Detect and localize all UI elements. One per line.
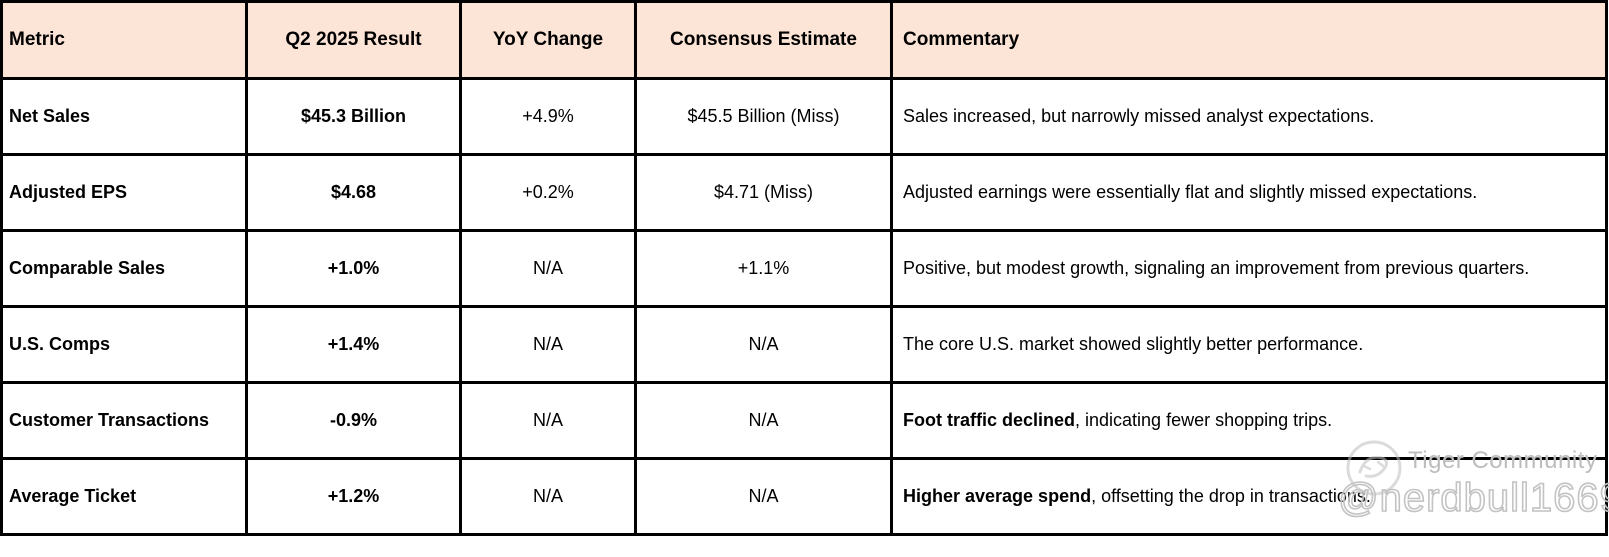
result-cell: $45.3 Billion	[245, 77, 462, 156]
commentary-bold-text: Higher average spend	[903, 486, 1092, 507]
consensus-cell: N/A	[634, 457, 893, 536]
metric-cell: Adjusted EPS	[0, 153, 248, 232]
header-yoy-change: YoY Change	[459, 0, 637, 80]
yoy-cell: N/A	[459, 305, 637, 384]
consensus-cell: N/A	[634, 305, 893, 384]
yoy-cell: +0.2%	[459, 153, 637, 232]
table-row-us-comps: U.S. Comps +1.4% N/A N/A The core U.S. m…	[0, 305, 1608, 384]
commentary-cell: Positive, but modest growth, signaling a…	[890, 229, 1608, 308]
commentary-text: Adjusted earnings were essentially flat …	[903, 182, 1478, 203]
result-cell: +1.0%	[245, 229, 462, 308]
header-commentary: Commentary	[890, 0, 1608, 80]
commentary-text: Sales increased, but narrowly missed ana…	[903, 106, 1375, 127]
commentary-cell: Higher average spend, offsetting the dro…	[890, 457, 1608, 536]
metric-cell: Average Ticket	[0, 457, 248, 536]
consensus-cell: N/A	[634, 381, 893, 460]
commentary-cell: Foot traffic declined, indicating fewer …	[890, 381, 1608, 460]
commentary-cell: Sales increased, but narrowly missed ana…	[890, 77, 1608, 156]
result-cell: $4.68	[245, 153, 462, 232]
metric-cell: U.S. Comps	[0, 305, 248, 384]
table-row-net-sales: Net Sales $45.3 Billion +4.9% $45.5 Bill…	[0, 77, 1608, 156]
header-consensus-estimate: Consensus Estimate	[634, 0, 893, 80]
commentary-cell: The core U.S. market showed slightly bet…	[890, 305, 1608, 384]
table-row-adjusted-eps: Adjusted EPS $4.68 +0.2% $4.71 (Miss) Ad…	[0, 153, 1608, 232]
table-row-average-ticket: Average Ticket +1.2% N/A N/A Higher aver…	[0, 457, 1608, 536]
yoy-cell: N/A	[459, 457, 637, 536]
consensus-cell: +1.1%	[634, 229, 893, 308]
yoy-cell: N/A	[459, 381, 637, 460]
result-cell: +1.2%	[245, 457, 462, 536]
commentary-text: , indicating fewer shopping trips.	[1075, 410, 1333, 431]
result-cell: +1.4%	[245, 305, 462, 384]
earnings-metrics-table: Metric Q2 2025 Result YoY Change Consens…	[0, 0, 1608, 536]
yoy-cell: +4.9%	[459, 77, 637, 156]
metric-cell: Customer Transactions	[0, 381, 248, 460]
table-row-customer-transactions: Customer Transactions -0.9% N/A N/A Foot…	[0, 381, 1608, 460]
commentary-cell: Adjusted earnings were essentially flat …	[890, 153, 1608, 232]
header-metric: Metric	[0, 0, 248, 80]
commentary-text: , offsetting the drop in transactions.	[1091, 486, 1371, 507]
consensus-cell: $4.71 (Miss)	[634, 153, 893, 232]
result-cell: -0.9%	[245, 381, 462, 460]
header-q2-2025-result: Q2 2025 Result	[245, 0, 462, 80]
table-header-row: Metric Q2 2025 Result YoY Change Consens…	[0, 0, 1608, 80]
yoy-cell: N/A	[459, 229, 637, 308]
table-row-comparable-sales: Comparable Sales +1.0% N/A +1.1% Positiv…	[0, 229, 1608, 308]
commentary-bold-text: Foot traffic declined	[903, 410, 1076, 431]
commentary-text: Positive, but modest growth, signaling a…	[903, 258, 1530, 279]
consensus-cell: $45.5 Billion (Miss)	[634, 77, 893, 156]
commentary-text: The core U.S. market showed slightly bet…	[903, 334, 1364, 355]
metric-cell: Comparable Sales	[0, 229, 248, 308]
metric-cell: Net Sales	[0, 77, 248, 156]
